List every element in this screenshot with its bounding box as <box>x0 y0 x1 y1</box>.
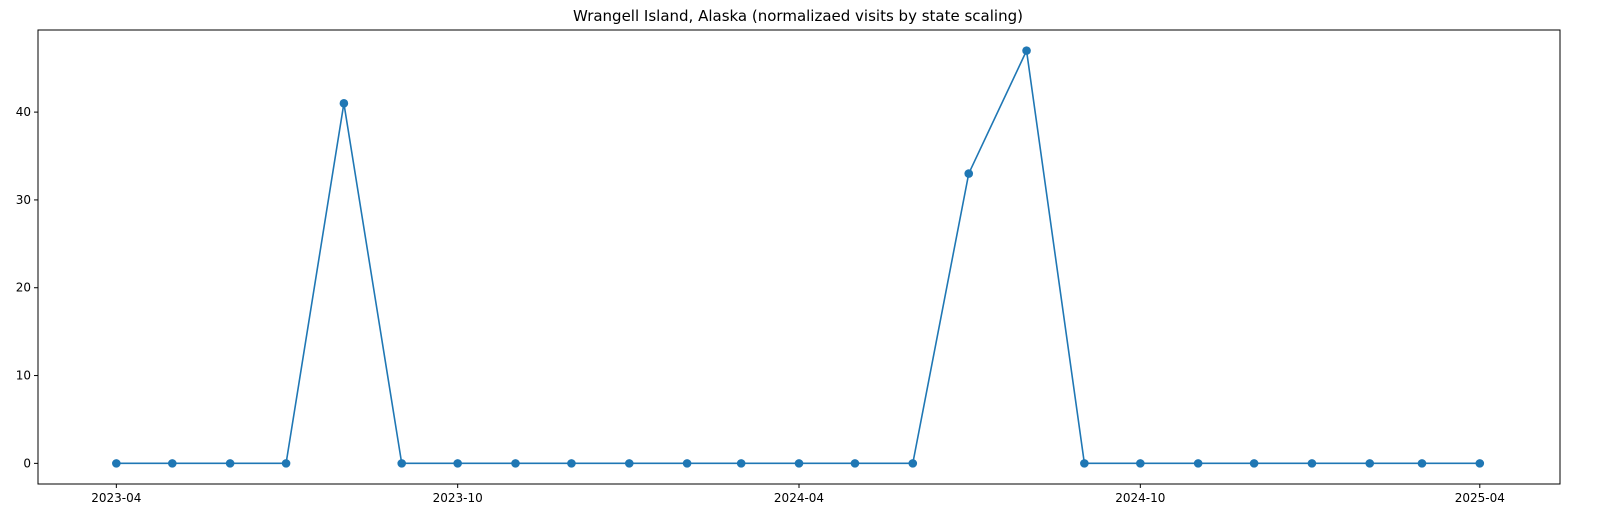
x-axis: 2023-04 2023-10 2024-04 2024-10 2025-04 <box>91 484 1505 505</box>
data-point <box>850 459 860 468</box>
data-point <box>1365 459 1375 468</box>
data-point <box>1080 459 1089 468</box>
y-tick-label: 0 <box>23 456 31 470</box>
data-point <box>1475 459 1485 468</box>
data-point <box>1193 459 1203 468</box>
data-point <box>1307 459 1317 468</box>
y-tick-label: 10 <box>16 369 31 383</box>
x-tick-label: 2023-10 <box>433 491 483 505</box>
data-point <box>1249 459 1259 468</box>
data-point <box>567 459 576 468</box>
data-point <box>682 459 692 468</box>
data-point <box>964 169 974 178</box>
x-tick-label: 2023-04 <box>91 491 141 505</box>
data-point <box>112 459 121 468</box>
data-point <box>511 459 520 468</box>
data-point <box>281 459 291 468</box>
data-point <box>339 99 349 108</box>
y-axis: 0 10 20 30 40 <box>16 105 38 470</box>
data-point <box>736 459 746 468</box>
plot-frame <box>37 29 1561 485</box>
data-point <box>397 459 407 468</box>
data-point <box>167 459 177 468</box>
data-point <box>1417 459 1427 468</box>
y-tick-label: 30 <box>16 193 31 207</box>
chart-title: Wrangell Island, Alaska (normalizaed vis… <box>573 7 1023 25</box>
y-tick-label: 20 <box>16 281 31 295</box>
data-point <box>1022 46 1031 55</box>
series-line <box>116 47 1480 465</box>
data-point <box>225 459 235 468</box>
y-tick-label: 40 <box>16 105 31 119</box>
data-point <box>908 459 918 468</box>
data-point <box>453 459 462 468</box>
data-point <box>624 459 634 468</box>
data-point <box>1136 459 1145 468</box>
series-layer <box>112 46 1485 468</box>
x-tick-label: 2024-10 <box>1115 491 1165 505</box>
data-point <box>794 459 804 468</box>
x-tick-label: 2024-04 <box>774 491 824 505</box>
x-tick-label: 2025-04 <box>1455 491 1505 505</box>
